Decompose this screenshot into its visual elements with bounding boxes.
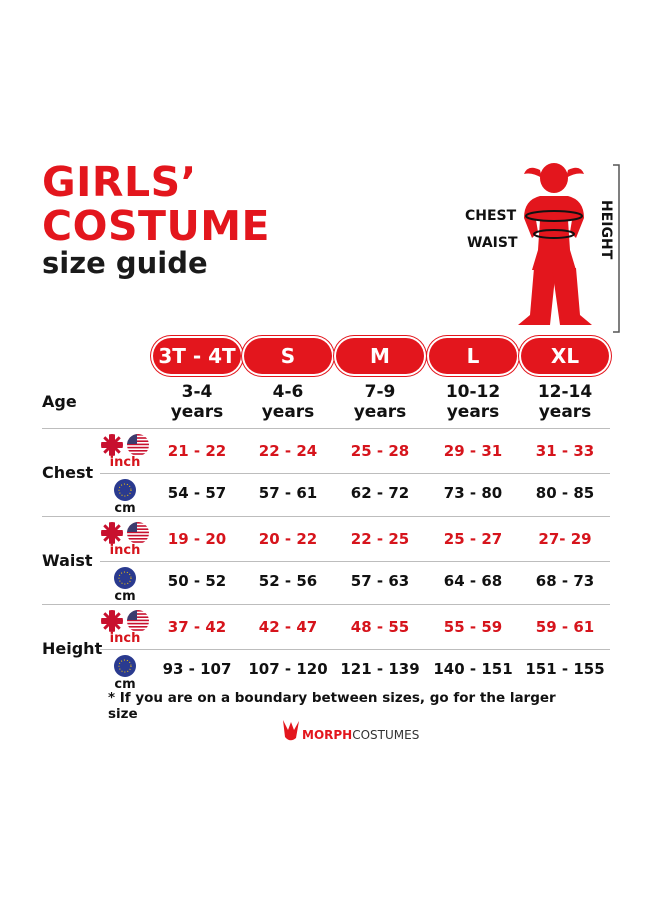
age-unit: years [538,402,592,422]
age-range: 4-6 [272,382,304,402]
chest-label: CHEST [465,208,517,224]
height-label: HEIGHT [598,200,614,260]
title-line-1: GIRLS’ [42,158,197,206]
cm-value: 57 - 61 [258,484,318,502]
us-flag-icon [127,434,149,456]
age-range: 10-12 [445,382,501,402]
uk-flag-icon [101,434,123,456]
age-cell: 3-4 years [151,382,243,422]
unit-inch: inch [109,631,141,646]
inch-value: 59 - 61 [535,618,595,636]
age-cell: 10-12 years [427,382,519,422]
eu-flag-icon [114,655,136,677]
eu-flag-icon [114,479,136,501]
age-range: 7-9 [364,382,396,402]
cm-value: 68 - 73 [535,572,595,590]
inch-value: 19 - 20 [167,530,227,548]
cm-value: 140 - 151 [433,660,513,678]
age-unit: years [353,402,407,422]
age-range: 12-14 [537,382,593,402]
divider [42,516,610,517]
uk-flag-icon [101,610,123,632]
waist-label: WAIST [467,235,518,251]
inch-value: 31 - 33 [535,442,595,460]
divider [100,649,610,650]
cm-value: 107 - 120 [248,660,328,678]
cm-value: 151 - 155 [525,660,605,678]
size-pill-2[interactable]: M [336,338,424,374]
cm-value: 57 - 63 [350,572,410,590]
age-unit: years [261,402,315,422]
girl-silhouette-icon [518,163,620,333]
divider [42,604,610,605]
age-cell: 7-9 years [334,382,426,422]
title-line-2: COSTUME [42,202,271,250]
age-label: Age [42,392,77,411]
inch-value: 25 - 28 [350,442,410,460]
unit-inch: inch [109,543,141,558]
size-pill-3[interactable]: L [429,338,517,374]
logo-text-light: COSTUMES [352,728,420,742]
row-label-height: Height [42,639,103,658]
unit-cm: cm [114,677,136,692]
age-unit: years [170,402,224,422]
cm-value: 54 - 57 [167,484,227,502]
subtitle: size guide [42,246,208,280]
inch-value: 22 - 25 [350,530,410,548]
inch-value: 25 - 27 [443,530,503,548]
inch-value: 55 - 59 [443,618,503,636]
inch-value: 20 - 22 [258,530,318,548]
inch-value: 27- 29 [538,530,592,548]
age-cell: 4-6 years [242,382,334,422]
cm-value: 52 - 56 [258,572,318,590]
us-flag-icon [127,522,149,544]
cm-value: 64 - 68 [443,572,503,590]
age-unit: years [446,402,500,422]
size-pill-4[interactable]: XL [521,338,609,374]
eu-flag-icon [114,567,136,589]
row-label-waist: Waist [42,551,93,570]
divider [100,473,610,474]
unit-inch: inch [109,455,141,470]
morph-costumes-logo: MORPH COSTUMES [280,718,419,742]
unit-cm: cm [114,589,136,604]
inch-value: 37 - 42 [167,618,227,636]
cm-value: 93 - 107 [162,660,232,678]
unit-cm: cm [114,501,136,516]
cm-value: 73 - 80 [443,484,503,502]
size-pill-0[interactable]: 3T - 4T [153,338,241,374]
logo-text-bold: MORPH [302,728,353,742]
inch-value: 42 - 47 [258,618,318,636]
inch-value: 48 - 55 [350,618,410,636]
cm-value: 80 - 85 [535,484,595,502]
size-pill-1[interactable]: S [244,338,332,374]
us-flag-icon [127,610,149,632]
inch-value: 29 - 31 [443,442,503,460]
rock-hand-icon [283,720,299,741]
footnote: * If you are on a boundary between sizes… [108,690,556,722]
inch-value: 22 - 24 [258,442,318,460]
row-label-chest: Chest [42,463,94,482]
uk-flag-icon [101,522,123,544]
divider [100,561,610,562]
age-cell: 12-14 years [519,382,611,422]
cm-value: 62 - 72 [350,484,410,502]
age-range: 3-4 [181,382,213,402]
cm-value: 50 - 52 [167,572,227,590]
cm-value: 121 - 139 [340,660,420,678]
inch-value: 21 - 22 [167,442,227,460]
divider [42,428,610,429]
